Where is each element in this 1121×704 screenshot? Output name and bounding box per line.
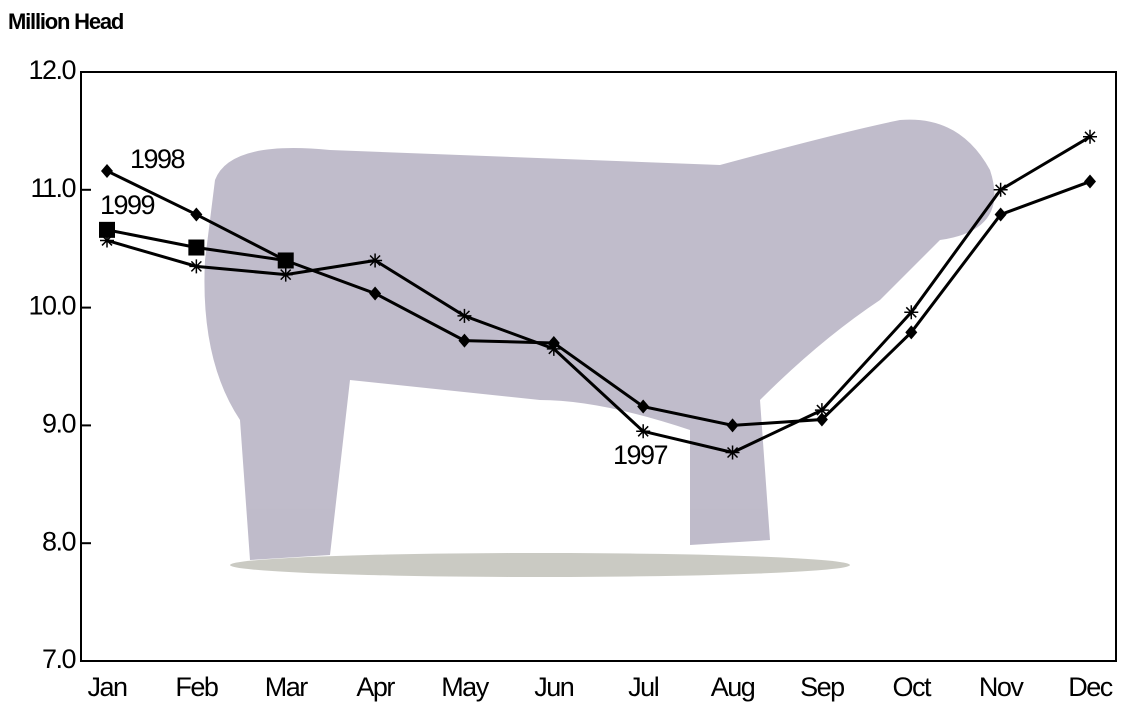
x-tick-label: Mar <box>265 672 309 702</box>
marker <box>99 222 115 238</box>
ground-shadow <box>230 553 850 577</box>
marker <box>904 305 918 319</box>
marker <box>994 183 1008 197</box>
background-art <box>204 120 994 577</box>
x-tick-label: Jun <box>534 672 574 702</box>
x-tick-label: Jul <box>628 672 659 702</box>
y-tick-label: 7.0 <box>42 644 76 674</box>
x-tick-label: Jan <box>87 672 127 702</box>
x-tick-label: Nov <box>979 672 1025 702</box>
y-tick-label: 9.0 <box>42 409 76 439</box>
cow-silhouette <box>204 120 994 560</box>
series-label: 1999 <box>100 190 155 220</box>
marker <box>190 208 202 222</box>
x-tick-label: Apr <box>356 672 395 702</box>
y-tick-label: 10.0 <box>28 291 75 321</box>
x-tick-label: Dec <box>1068 672 1113 702</box>
series-label: 1998 <box>130 144 185 174</box>
y-axis-label: Million Head <box>8 9 123 34</box>
chart: Million Head 7.0 8.0 9.0 10.0 11.0 12.0 Jan Feb… <box>0 0 1121 704</box>
y-tick-label: 8.0 <box>42 526 76 556</box>
marker <box>368 253 382 267</box>
marker <box>278 252 294 268</box>
x-tick-label: Oct <box>893 672 933 702</box>
marker <box>279 268 293 282</box>
marker <box>1084 175 1096 189</box>
marker <box>457 309 471 323</box>
marker <box>1083 130 1097 144</box>
marker <box>188 240 204 256</box>
y-tick-label: 12.0 <box>28 55 75 85</box>
x-tick-label: Feb <box>175 672 218 702</box>
marker <box>101 164 113 178</box>
marker <box>189 259 203 273</box>
x-tick-label: Sep <box>800 672 844 702</box>
x-tick-label: May <box>441 672 490 702</box>
y-tick-label: 11.0 <box>30 173 75 203</box>
marker <box>726 445 740 459</box>
marker <box>636 424 650 438</box>
series-label: 1997 <box>613 440 668 470</box>
x-tick-label: Aug <box>711 672 755 702</box>
